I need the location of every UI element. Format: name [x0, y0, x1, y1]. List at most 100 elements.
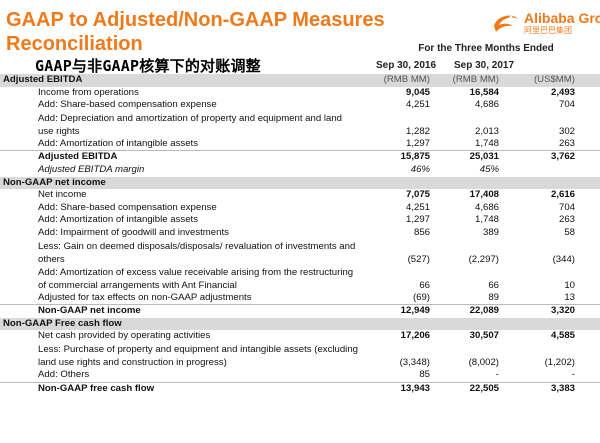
row-value: 4,251 — [405, 99, 430, 111]
table-row: Adjusted EBITDA 15,875 25,031 3,762 — [0, 150, 600, 164]
table-row: Adjusted for tax effects on non-GAAP adj… — [0, 292, 600, 305]
row-value: (344) — [552, 253, 575, 265]
row-value: 2,013 — [474, 125, 499, 137]
section-header: Non-GAAP net income — [0, 176, 600, 190]
row-label: Income from operations — [38, 86, 139, 98]
row-value: (8,002) — [468, 356, 499, 368]
table-row: Non-GAAP free cash flow 13,943 22,505 3,383 — [0, 381, 600, 396]
row-label: Add: Amortization of intangible assets — [38, 137, 198, 149]
logo-text: Alibaba Group — [524, 10, 600, 26]
row-value: 2,616 — [550, 189, 575, 201]
row-value: 704 — [558, 99, 575, 111]
row-value: 89 — [488, 291, 499, 303]
row-label: Add: Share-based compensation expense — [38, 201, 217, 213]
row-value: 263 — [558, 214, 575, 226]
column-header-2017: Sep 30, 2017 — [453, 60, 515, 71]
row-value: 4,686 — [474, 99, 499, 111]
row-value: 389 — [482, 226, 499, 238]
section-header: Adjusted EBITDA (RMB MM) (RMB MM) (US$MM) — [0, 74, 600, 87]
table-row: Add: Others 85 - - — [0, 369, 600, 382]
table-row: Non-GAAP net income 12,949 22,089 3,320 — [0, 304, 600, 318]
table-row: Add: Share-based compensation expense 4,2… — [0, 99, 600, 112]
row-value: 22,505 — [469, 382, 499, 394]
row-label: Add: Share-based compensation expense — [38, 99, 217, 111]
row-label: Add: Amortization of excess value receiv… — [38, 266, 354, 291]
row-value: 17,408 — [469, 189, 499, 201]
row-value: 25,031 — [469, 151, 499, 163]
row-value: 4,686 — [474, 201, 499, 213]
chinese-subtitle: GAAP与非GAAP核算下的对账调整 — [35, 57, 261, 75]
row-value: (527) — [407, 253, 430, 265]
row-label: Add: Depreciation and amortization of pr… — [38, 112, 342, 137]
row-value: 17,206 — [400, 330, 430, 342]
row-value: 12,949 — [400, 305, 430, 317]
row-value: 3,383 — [550, 382, 575, 394]
row-label: Adjusted for tax effects on non-GAAP adj… — [38, 291, 252, 303]
row-value: 704 — [558, 201, 575, 213]
row-value: 7,075 — [405, 189, 430, 201]
section-title: Adjusted EBITDA — [3, 74, 83, 85]
row-value: (1,202) — [544, 356, 575, 368]
row-value: 10 — [564, 279, 575, 291]
row-value: 85 — [419, 368, 430, 380]
row-label: Net income — [38, 189, 87, 201]
row-value: 302 — [558, 125, 575, 137]
row-value: 16,584 — [469, 86, 499, 98]
row-value: 13,943 — [400, 382, 430, 394]
row-value: 1,282 — [405, 125, 430, 137]
column-headers: Sep 30, 2016 Sep 30, 2017 — [0, 60, 600, 74]
section-title: Non-GAAP net income — [3, 176, 106, 188]
row-value: - — [495, 368, 499, 380]
table-row: Add: Impairment of goodwill and investme… — [0, 227, 600, 240]
row-value: 1,297 — [405, 214, 430, 226]
table-row: Income from operations 9,045 16,584 2,493 — [0, 87, 600, 100]
table-row: Add: Share-based compensation expense 4,2… — [0, 202, 600, 215]
row-label: Non-GAAP net income — [38, 305, 141, 317]
row-value: (2,297) — [468, 253, 499, 265]
row-value: 3,320 — [550, 305, 575, 317]
table-row: Adjusted EBITDA margin 46% 45% — [0, 164, 600, 177]
row-value: 263 — [558, 137, 575, 149]
table-row: Add: Amortization of intangible assets 1,… — [0, 214, 600, 227]
column-header-2016: Sep 30, 2016 — [375, 60, 437, 71]
table-row: Less: Gain on deemed disposals/disposals… — [0, 240, 600, 266]
row-value: (69) — [412, 291, 430, 303]
row-value: 13 — [564, 291, 575, 303]
row-value: 856 — [413, 226, 430, 238]
section-header: Non-GAAP Free cash flow — [0, 317, 600, 331]
unit-label: (RMB MM) — [383, 74, 430, 85]
row-label: Net cash provided by operating activitie… — [38, 330, 211, 342]
row-value: 1,748 — [474, 214, 499, 226]
row-value: 58 — [564, 226, 575, 238]
table-row: Less: Purchase of property and equipment… — [0, 343, 600, 369]
row-label: Non-GAAP free cash flow — [38, 382, 155, 394]
row-label: Adjusted EBITDA — [38, 151, 118, 163]
table-row: Net income 7,075 17,408 2,616 — [0, 189, 600, 202]
row-value: 66 — [488, 279, 499, 291]
row-value: 2,493 — [550, 86, 575, 98]
alibaba-logo: Alibaba Group 阿里巴巴集团 — [489, 10, 600, 36]
table-row: Add: Amortization of excess value receiv… — [0, 266, 600, 292]
section-title: Non-GAAP Free cash flow — [3, 317, 122, 329]
row-label: Add: Others — [38, 368, 90, 380]
row-value: 30,507 — [469, 330, 499, 342]
row-value: 9,045 — [405, 86, 430, 98]
unit-label: (RMB MM) — [452, 74, 499, 85]
row-value: 1,748 — [474, 137, 499, 149]
row-value: 3,762 — [550, 151, 575, 163]
table-row: Net cash provided by operating activitie… — [0, 330, 600, 343]
row-value: 4,251 — [405, 201, 430, 213]
row-value: 15,875 — [400, 151, 430, 163]
row-value: 46% — [410, 163, 430, 175]
alibaba-logo-mark-icon — [494, 15, 518, 32]
page-title: GAAP to Adjusted/Non-GAAP Measures Recon… — [6, 9, 385, 55]
row-value: 1,297 — [405, 137, 430, 149]
row-label: Less: Gain on deemed disposals/disposals… — [38, 240, 356, 265]
row-value: 45% — [479, 163, 499, 175]
row-value: (3,348) — [399, 356, 430, 368]
row-label: Adjusted EBITDA margin — [38, 163, 145, 175]
row-label: Add: Amortization of intangible assets — [38, 214, 198, 226]
table-row: Add: Depreciation and amortization of pr… — [0, 112, 600, 138]
row-value: - — [571, 368, 575, 380]
table-row: Add: Amortization of intangible assets 1,… — [0, 138, 600, 151]
